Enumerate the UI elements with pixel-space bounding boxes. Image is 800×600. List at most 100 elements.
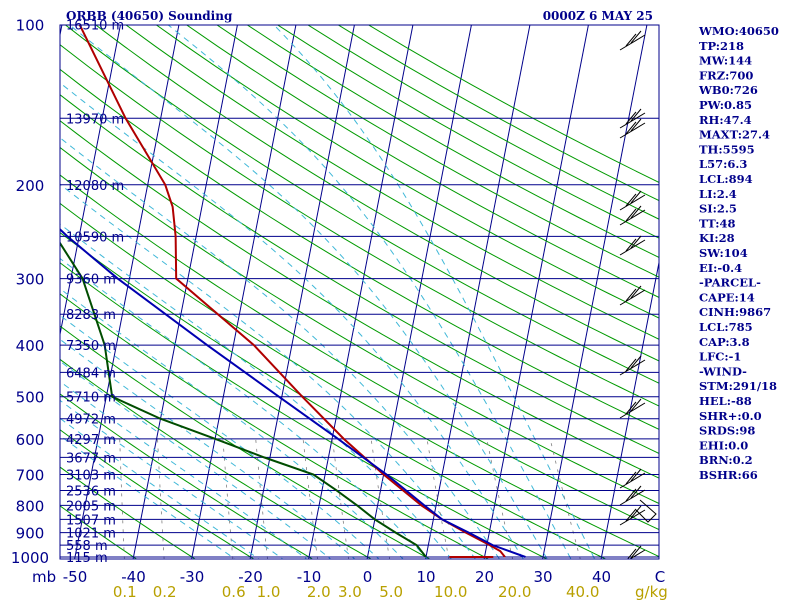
wind-barb [619,485,646,506]
moist-adiabat-line [60,223,452,559]
height-label: 7350 m [66,339,116,354]
plot-frame [59,24,660,560]
isotherm-line [74,25,180,559]
moist-adiabat-line [273,25,596,559]
dry-adiabat-line [60,120,659,479]
isotherm-line [366,25,472,559]
index-value: LI:2.4 [699,187,737,201]
height-label: 9360 m [66,273,116,288]
dry-adiabat-line [60,44,659,407]
wind-barb [619,235,646,256]
wind-barb [619,285,646,306]
mixing-ratio-label: 10.0 [434,583,467,600]
wind-barb [619,398,646,419]
pressure-label: 100 [16,17,45,35]
index-value: SRDS:98 [699,424,755,438]
index-value: CAPE:14 [699,290,755,304]
pressure-label: 700 [16,467,45,485]
index-value: MAXT:27.4 [699,128,770,142]
pressure-label: 900 [16,525,45,543]
moist-adiabat-line [60,257,428,559]
moist-adiabat-line [60,314,380,559]
temperature-tick-label: -30 [180,568,205,586]
height-label: 3677 m [66,451,116,466]
isotherm-line [60,25,63,38]
temperature-tick-label: -50 [63,568,88,586]
index-value: LCL:894 [699,172,753,186]
moist-adiabat-line [60,360,332,559]
mixing-ratio-label: 3.0 [338,583,362,600]
temperature-tick-label: 10 [416,568,435,586]
mixing-ratio-label: 40.0 [566,583,599,600]
temperature-tick-label: 40 [592,568,611,586]
pressure-label: 1000 [11,549,49,567]
mixing-ratio-line [302,438,318,559]
moist-adiabat-line [60,183,477,559]
index-value: SI:2.5 [699,202,737,216]
index-value: LCL:785 [699,320,753,334]
index-value: EI:-0.4 [699,261,742,275]
height-label: 1507 m [66,513,116,528]
mixing-ratio-line [119,438,125,559]
mixing-ratio-line [222,438,234,559]
dry-adiabat-line [60,68,659,430]
wind-barb [619,355,646,376]
dry-adiabat-line [60,325,431,559]
mixing-ratio-line [426,438,450,559]
pressure-label: 300 [16,271,45,289]
celsius-label: C [655,568,665,586]
dry-adiabat-line [125,25,659,340]
hodograph-mark [635,499,657,523]
index-value: BRN:0.2 [699,453,753,467]
height-label: 558 m [66,539,108,554]
dry-adiabat-line [60,174,659,531]
wind-barb [619,205,646,226]
dry-adiabat-line [60,393,314,559]
wind-barb [627,545,646,559]
dry-adiabat-line [64,25,659,384]
temperature-tick-label: -20 [238,568,263,586]
sounding-series [60,25,526,558]
dry-adiabat-line [155,25,659,319]
wind-barb [619,505,646,526]
index-value: KI:28 [699,231,735,245]
index-value: RH:47.4 [699,113,752,127]
mixing-ratio-label: 2.0 [307,583,331,600]
index-value: -PARCEL- [699,276,761,290]
gkg-units-label: g/kg [635,583,668,600]
index-value: MW:144 [699,54,752,68]
wind-barb [619,190,646,211]
index-value: TT:48 [699,216,736,230]
isotherm-line [542,25,648,559]
parcel-trace [60,227,526,558]
isotherm-line [600,259,659,559]
height-label: 5710 m [66,391,116,406]
index-value: CINH:9867 [699,305,771,319]
temperature-tick-label: 30 [533,568,552,586]
mixing-ratio-label: 0.1 [113,583,137,600]
wind-barbs [619,30,657,559]
mixing-ratio-line [255,438,268,559]
moist-adiabat-line [60,417,260,559]
index-value: SHR+:0.0 [699,409,762,423]
height-label: 2005 m [66,499,116,514]
mixing-ratio-label: 5.0 [379,583,403,600]
moist-adiabat-line [60,288,404,559]
index-value: L57:6.3 [699,157,747,171]
height-label: 1021 m [66,527,116,542]
dry-adiabat-line [185,25,659,298]
index-value: EHI:0.0 [699,438,748,452]
pressure-label: 800 [16,497,45,515]
mixing-ratio-line [157,438,165,559]
height-label: 6484 m [66,366,116,381]
index-value: FRZ:700 [699,68,753,82]
index-value: LFC:-1 [699,350,741,364]
height-label: 12080 m [66,179,124,194]
dry-adiabat-line [60,262,549,559]
isotherm-line [249,25,355,559]
mixing-ratio-line [370,438,391,559]
dry-adiabat-line [60,466,197,559]
pressure-label: 200 [16,177,45,195]
height-label: 4297 m [66,433,116,448]
temperature-tick-label: -40 [121,568,146,586]
